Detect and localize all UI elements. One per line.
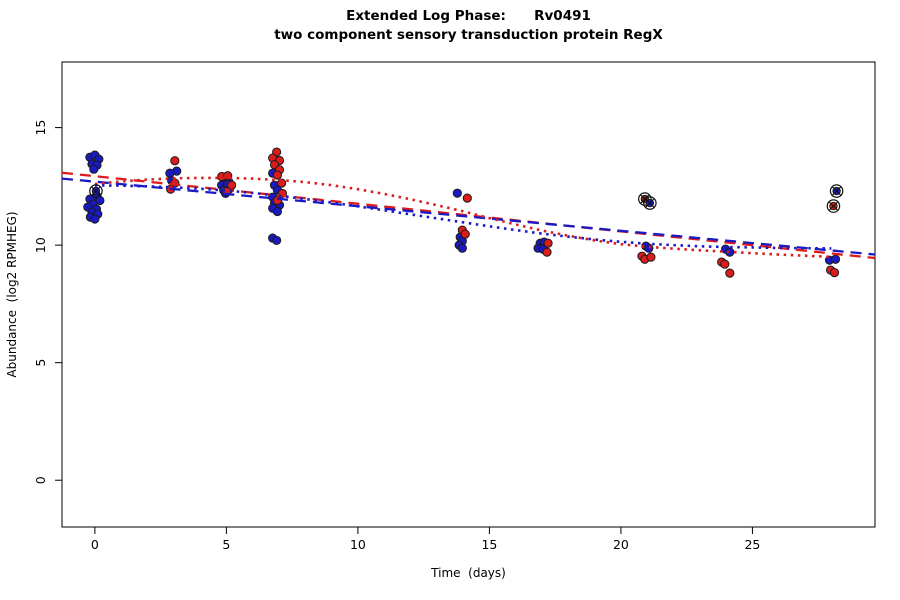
blue-point bbox=[90, 214, 100, 224]
x-axis-tick-label: 20 bbox=[613, 537, 629, 552]
trend-line-blue-loess-fit bbox=[94, 184, 832, 250]
plot-box bbox=[61, 61, 876, 528]
highlighted-point-cross bbox=[91, 186, 101, 196]
blue-point bbox=[830, 254, 841, 264]
blue-point bbox=[89, 164, 99, 174]
blue-point bbox=[272, 206, 283, 217]
trend-line-blue-linear-fit bbox=[61, 177, 876, 256]
highlighted-point-cross bbox=[828, 201, 839, 211]
x-axis-label: Time (days) bbox=[430, 566, 506, 580]
blue-point bbox=[165, 168, 175, 178]
y-axis-label: Abundance (log2 RPMHEG) bbox=[5, 211, 19, 377]
chart-title-block: Extended Log Phase: Rv0491 two component… bbox=[62, 7, 875, 45]
blue-point bbox=[452, 188, 462, 198]
highlighted-point-cross bbox=[645, 198, 655, 208]
red-point bbox=[227, 180, 237, 190]
highlighted-point-circle bbox=[89, 184, 103, 198]
red-point bbox=[460, 229, 470, 239]
x-axis-tick-label: 15 bbox=[481, 537, 497, 552]
chart-subtitle: two component sensory transduction prote… bbox=[274, 27, 663, 43]
highlighted-point-circle bbox=[643, 196, 657, 210]
x-axis-tick-label: 5 bbox=[222, 537, 230, 552]
red-point bbox=[829, 268, 840, 278]
red-point bbox=[646, 252, 656, 262]
red-point bbox=[543, 238, 553, 248]
trend-line-red-loess-fit bbox=[94, 176, 832, 259]
red-point bbox=[720, 259, 730, 269]
red-point bbox=[542, 247, 552, 257]
red-point bbox=[272, 170, 283, 180]
trend-line-red-linear-fit bbox=[61, 171, 876, 260]
y-axis-tick-label: 0 bbox=[33, 476, 48, 484]
red-point bbox=[462, 193, 472, 203]
highlighted-point-circle bbox=[826, 199, 841, 213]
highlighted-point-cross bbox=[831, 186, 842, 196]
chart-title: Extended Log Phase: Rv0491 bbox=[346, 8, 591, 24]
y-axis-tick-label: 15 bbox=[33, 120, 48, 136]
x-axis-tick-label: 25 bbox=[744, 537, 760, 552]
red-point bbox=[725, 268, 735, 278]
y-axis-tick-label: 5 bbox=[33, 359, 48, 367]
x-axis-tick-label: 10 bbox=[350, 537, 366, 552]
red-point bbox=[170, 156, 180, 166]
highlighted-point-circle bbox=[829, 184, 844, 198]
blue-point bbox=[457, 243, 467, 253]
blue-point bbox=[644, 243, 654, 253]
blue-point bbox=[725, 247, 735, 257]
y-axis-tick-label: 10 bbox=[33, 237, 48, 253]
x-axis-tick-label: 0 bbox=[91, 537, 99, 552]
blue-point bbox=[272, 235, 282, 246]
